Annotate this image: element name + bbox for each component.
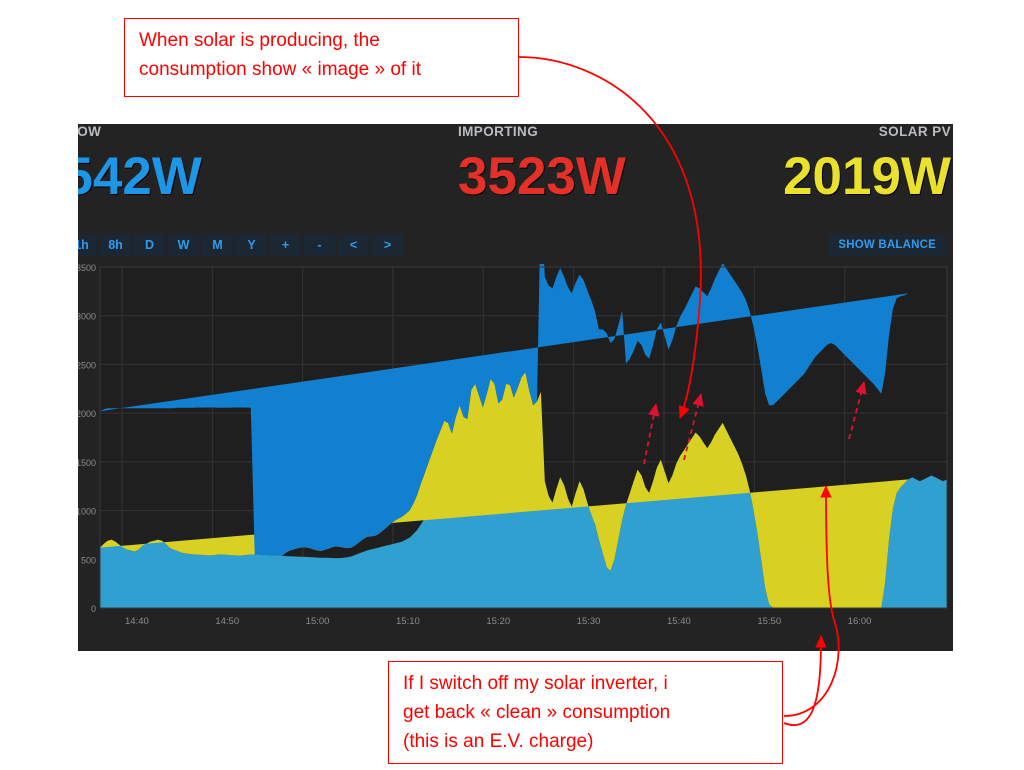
kpi-importing-value: 3523W <box>458 147 626 206</box>
chart-dashed-arrow-3 <box>848 381 867 440</box>
range-button-d[interactable]: D <box>134 234 165 256</box>
kpi-solar-pv: SOLAR PV 2019W <box>783 124 951 203</box>
y-axis-tick-label: 1000 <box>78 507 96 517</box>
kpi-importing-label: IMPORTING <box>458 124 539 139</box>
kpi-use-now-value: 5542W <box>78 147 202 206</box>
kpi-use-now-label: USE NOW <box>78 124 102 139</box>
x-axis-tick-label: 15:50 <box>757 616 781 627</box>
energy-monitor-panel: USE NOW 5542W IMPORTING 3523W SOLAR PV 2… <box>78 124 953 651</box>
annotation-solar-image-note: When solar is producing, the consumption… <box>124 18 519 97</box>
y-axis-tick-label: 3000 <box>78 312 96 322</box>
annotation-inverter-off-note: If I switch off my solar inverter, i get… <box>388 661 783 764</box>
x-axis-tick-label: 14:40 <box>125 616 149 627</box>
kpi-use-now: USE NOW 5542W <box>78 124 202 203</box>
prev-button[interactable]: < <box>338 234 369 256</box>
x-axis-tick-label: 15:20 <box>486 616 510 627</box>
x-axis-tick-label: 15:00 <box>306 616 330 627</box>
x-axis-tick-label: 15:30 <box>577 616 601 627</box>
x-axis-tick-label: 15:40 <box>667 616 691 627</box>
x-axis-tick-label: 15:10 <box>396 616 420 627</box>
x-axis-tick-label: 14:50 <box>215 616 239 627</box>
range-button-m[interactable]: M <box>202 234 233 256</box>
x-axis-tick-label: 16:00 <box>848 616 872 627</box>
kpi-solar-pv-value: 2019W <box>783 147 951 206</box>
series-area-solar-production <box>100 372 909 608</box>
kpi-row: USE NOW 5542W IMPORTING 3523W SOLAR PV 2… <box>78 124 953 221</box>
energy-chart[interactable]: 0 500 1000 1500 2000 2500 3000 3500 14:40 14:50 15… <box>78 264 953 651</box>
show-balance-button[interactable]: SHOW BALANCE <box>829 234 945 256</box>
y-axis-tick-label: 2500 <box>78 360 96 370</box>
y-axis-tick-label: 2000 <box>78 409 96 419</box>
y-axis-tick-label: 1500 <box>78 458 96 468</box>
y-axis-tick-label: 500 <box>81 555 96 565</box>
zoom-out-button[interactable]: - <box>304 234 335 256</box>
next-button[interactable]: > <box>372 234 403 256</box>
zoom-in-button[interactable]: + <box>270 234 301 256</box>
range-button-y[interactable]: Y <box>236 234 267 256</box>
range-button-w[interactable]: W <box>168 234 199 256</box>
chart-toolbar: 1h8hDWMY+-<> SHOW BALANCE <box>78 234 953 256</box>
chart-dashed-arrow-1 <box>643 403 660 465</box>
kpi-solar-pv-label: SOLAR PV <box>878 124 951 139</box>
y-axis-tick-label: 3500 <box>78 264 96 273</box>
y-axis-tick-label: 0 <box>91 604 96 614</box>
energy-chart-svg[interactable]: 0 500 1000 1500 2000 2500 3000 3500 14:40 14:50 15… <box>78 264 953 651</box>
range-button-8h[interactable]: 8h <box>100 234 131 256</box>
range-button-1h[interactable]: 1h <box>78 234 97 256</box>
kpi-importing: IMPORTING 3523W <box>458 124 626 203</box>
series-area-grid-import <box>100 264 909 556</box>
